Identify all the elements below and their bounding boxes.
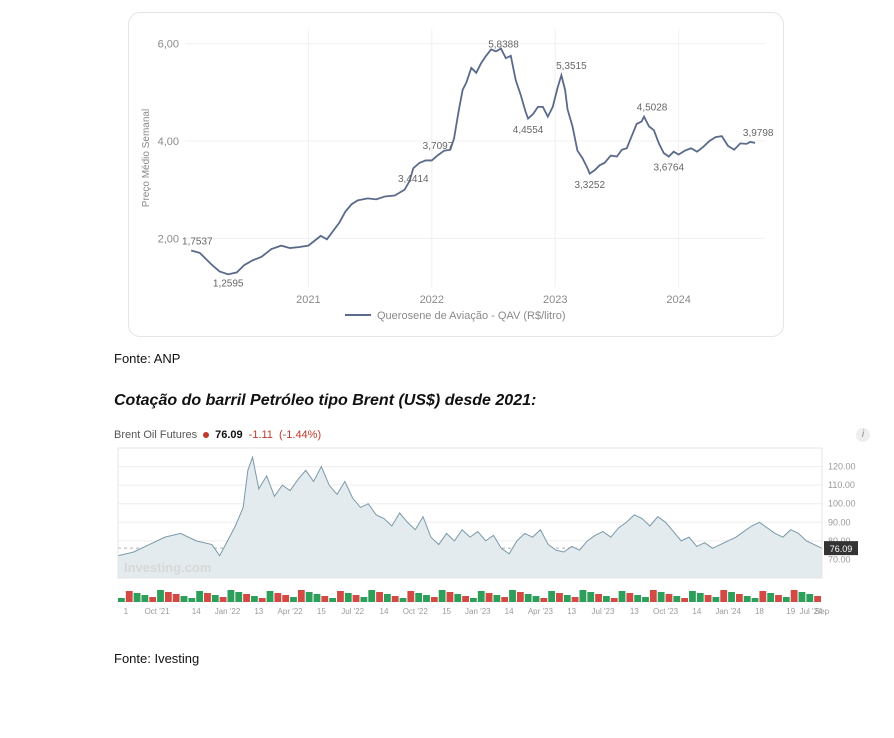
svg-text:13: 13 bbox=[630, 607, 639, 616]
qav-chart-card: 2,00 4,00 6,00 Preço Médio Semanal 2021 2022 2… bbox=[128, 12, 784, 337]
svg-text:Jan '23: Jan '23 bbox=[465, 607, 491, 616]
svg-text:2021: 2021 bbox=[296, 294, 320, 306]
source-investing: Fonte: Ivesting bbox=[114, 651, 894, 666]
svg-text:14: 14 bbox=[692, 607, 701, 616]
svg-text:Jul '23: Jul '23 bbox=[592, 607, 615, 616]
brent-price: 76.09 bbox=[215, 429, 243, 441]
svg-text:3,6764: 3,6764 bbox=[653, 163, 684, 174]
svg-text:Apr '22: Apr '22 bbox=[278, 607, 304, 616]
brent-change-abs: -1.11 bbox=[249, 429, 273, 441]
brent-chart-wrap: Brent Oil Futures 76.09 -1.11 (-1.44%) i… bbox=[114, 428, 870, 637]
svg-text:13: 13 bbox=[567, 607, 576, 616]
svg-text:2,00: 2,00 bbox=[158, 233, 179, 245]
svg-text:3,7097: 3,7097 bbox=[423, 141, 454, 152]
brent-change-pct: (-1.44%) bbox=[279, 429, 321, 441]
info-icon[interactable]: i bbox=[856, 428, 870, 442]
svg-text:Jan '22: Jan '22 bbox=[215, 607, 241, 616]
svg-text:Sep: Sep bbox=[815, 607, 830, 616]
svg-text:120.00: 120.00 bbox=[828, 462, 856, 472]
svg-text:14: 14 bbox=[380, 607, 389, 616]
svg-text:Oct '22: Oct '22 bbox=[403, 607, 429, 616]
svg-text:1: 1 bbox=[124, 607, 129, 616]
svg-text:Jan '24: Jan '24 bbox=[715, 607, 741, 616]
svg-text:3,3252: 3,3252 bbox=[574, 180, 605, 191]
svg-text:100.00: 100.00 bbox=[828, 499, 856, 509]
live-dot-icon bbox=[203, 432, 209, 438]
svg-text:4,5028: 4,5028 bbox=[637, 102, 668, 113]
svg-text:Apr '23: Apr '23 bbox=[528, 607, 554, 616]
svg-text:110.00: 110.00 bbox=[828, 480, 855, 490]
svg-text:Oct '23: Oct '23 bbox=[653, 607, 679, 616]
svg-text:19: 19 bbox=[786, 607, 795, 616]
svg-text:76.09: 76.09 bbox=[830, 544, 853, 554]
svg-text:1,2595: 1,2595 bbox=[213, 278, 244, 289]
svg-text:5,3515: 5,3515 bbox=[556, 61, 587, 72]
brent-header: Brent Oil Futures 76.09 -1.11 (-1.44%) i bbox=[114, 428, 870, 442]
svg-text:3,9798: 3,9798 bbox=[743, 128, 774, 139]
svg-text:1,7537: 1,7537 bbox=[182, 236, 213, 247]
svg-text:15: 15 bbox=[317, 607, 326, 616]
svg-text:70.00: 70.00 bbox=[828, 554, 851, 564]
svg-text:Oct '21: Oct '21 bbox=[145, 607, 171, 616]
svg-text:14: 14 bbox=[505, 607, 514, 616]
source-anp: Fonte: ANP bbox=[114, 351, 894, 366]
svg-text:3,4414: 3,4414 bbox=[398, 174, 429, 185]
svg-text:14: 14 bbox=[192, 607, 201, 616]
svg-text:Preço Médio Semanal: Preço Médio Semanal bbox=[141, 109, 152, 207]
section-title-brent: Cotação do barril Petróleo tipo Brent (U… bbox=[114, 392, 894, 410]
svg-text:Querosene de Aviação - QAV (R$: Querosene de Aviação - QAV (R$/litro) bbox=[377, 310, 566, 322]
svg-text:90.00: 90.00 bbox=[828, 517, 851, 527]
svg-text:13: 13 bbox=[254, 607, 263, 616]
svg-text:15: 15 bbox=[442, 607, 451, 616]
svg-text:Investing.com: Investing.com bbox=[124, 560, 211, 575]
svg-text:5,8388: 5,8388 bbox=[488, 39, 519, 50]
svg-text:2024: 2024 bbox=[666, 294, 690, 306]
svg-text:4,4554: 4,4554 bbox=[513, 125, 544, 136]
brent-title: Brent Oil Futures bbox=[114, 429, 197, 441]
svg-text:2023: 2023 bbox=[543, 294, 567, 306]
qav-chart: 2,00 4,00 6,00 Preço Médio Semanal 2021 2022 2… bbox=[135, 19, 775, 329]
svg-text:18: 18 bbox=[755, 607, 764, 616]
brent-chart: 70.0080.0090.00100.00110.00120.0076.09In… bbox=[114, 442, 864, 632]
svg-text:4,00: 4,00 bbox=[158, 136, 179, 148]
svg-text:Jul '22: Jul '22 bbox=[341, 607, 364, 616]
svg-text:6,00: 6,00 bbox=[158, 39, 179, 51]
svg-text:2022: 2022 bbox=[420, 294, 444, 306]
